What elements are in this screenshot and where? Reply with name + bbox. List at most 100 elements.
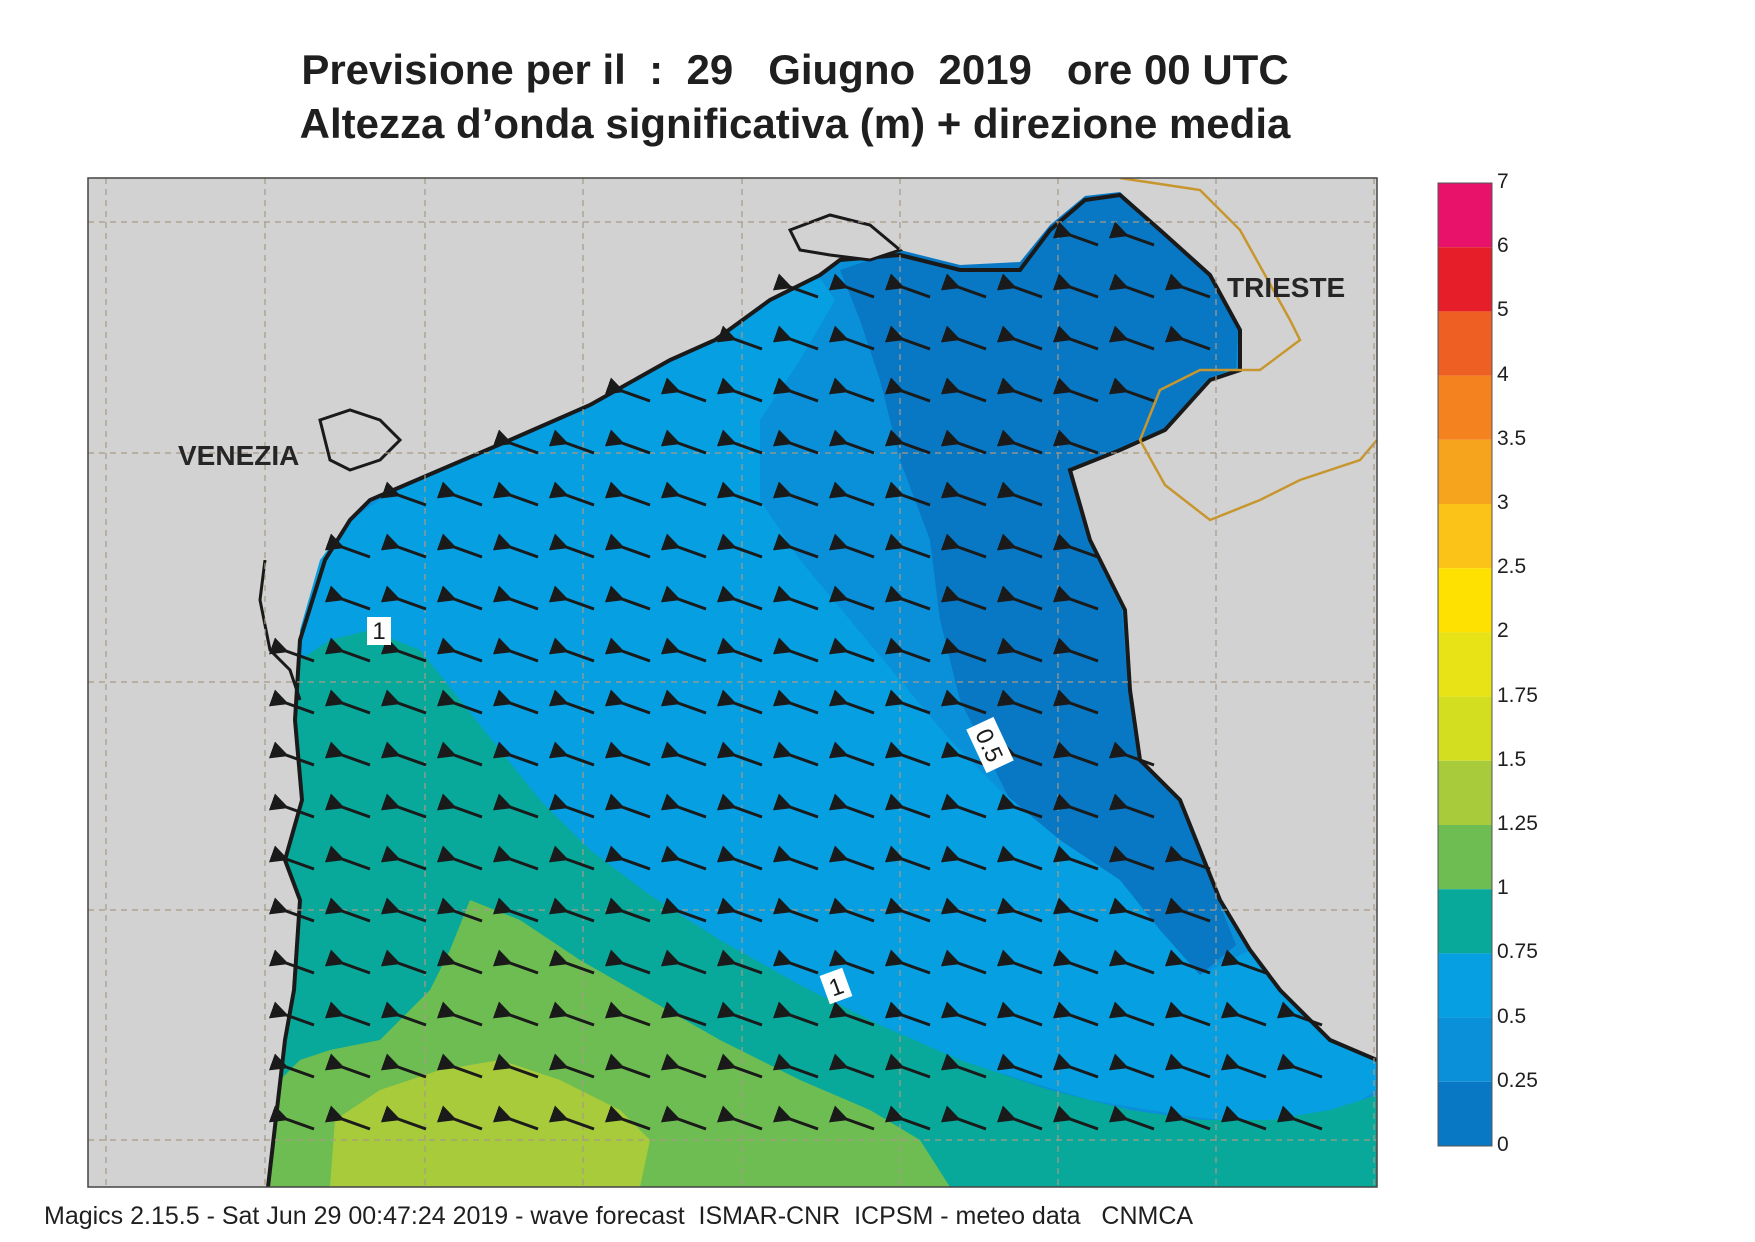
wave-arrow — [604, 377, 651, 403]
wave-arrow — [1108, 1105, 1155, 1131]
wave-arrow — [1052, 689, 1099, 715]
wave-arrow — [268, 897, 315, 923]
wave-arrow — [1220, 1105, 1267, 1131]
wave-arrow — [436, 741, 483, 767]
wave-arrow — [940, 429, 987, 455]
wave-arrow — [1276, 1105, 1323, 1131]
wave-arrow — [324, 585, 371, 611]
wave-arrow — [828, 377, 875, 403]
wave-arrow — [996, 1105, 1043, 1131]
wave-arrow — [604, 897, 651, 923]
wave-arrow — [940, 325, 987, 351]
legend-tick-label: 2 — [1497, 619, 1509, 643]
wave-arrow — [716, 637, 763, 663]
wave-arrow — [660, 793, 707, 819]
wave-arrow — [324, 637, 371, 663]
wave-arrow — [268, 1001, 315, 1027]
wave-arrow — [1164, 1001, 1211, 1027]
wave-arrow — [772, 897, 819, 923]
wave-arrow — [996, 325, 1043, 351]
wave-arrow — [492, 429, 539, 455]
wave-arrow — [492, 481, 539, 507]
wave-arrow — [1052, 1053, 1099, 1079]
wave-arrow — [1052, 949, 1099, 975]
wave-arrow — [604, 1001, 651, 1027]
lagoon-islands — [258, 213, 904, 701]
place-label-trieste: TRIESTE — [1227, 272, 1346, 303]
contour-label-1-mid: 1 — [819, 967, 853, 1005]
wave-arrow — [772, 1053, 819, 1079]
wave-arrow — [380, 637, 427, 663]
wave-arrow — [1108, 793, 1155, 819]
wave-arrow — [548, 949, 595, 975]
wave-arrow — [1108, 1001, 1155, 1027]
wave-arrow — [380, 585, 427, 611]
wave-arrow — [1108, 845, 1155, 871]
wave-arrow — [940, 689, 987, 715]
wave-arrow — [1052, 325, 1099, 351]
legend-tick-label: 3 — [1497, 491, 1509, 514]
legend-tick-label: 1.25 — [1497, 812, 1538, 835]
wave-arrow — [716, 689, 763, 715]
wave-arrow — [660, 1053, 707, 1079]
wave-arrow — [548, 793, 595, 819]
legend-swatch — [1438, 247, 1492, 312]
wave-arrow — [604, 793, 651, 819]
wave-arrow — [436, 793, 483, 819]
sea-zone-0-25 — [840, 192, 1238, 975]
wave-arrow — [436, 533, 483, 559]
wave-arrow — [772, 585, 819, 611]
legend-tick-label: 4 — [1497, 362, 1509, 386]
wave-arrow — [772, 637, 819, 663]
legend-colorbar — [1437, 182, 1493, 1147]
wave-arrow — [828, 793, 875, 819]
wave-arrow — [1052, 221, 1099, 247]
wave-arrow — [268, 949, 315, 975]
wave-arrow — [324, 793, 371, 819]
wave-arrow — [884, 1105, 931, 1131]
wave-arrow — [1108, 221, 1155, 247]
wave-arrow — [492, 1053, 539, 1079]
wave-arrow — [1052, 793, 1099, 819]
wave-arrow — [884, 793, 931, 819]
legend-tick-label: 6 — [1497, 234, 1509, 258]
wave-arrow — [716, 741, 763, 767]
wave-arrow — [1220, 949, 1267, 975]
wave-arrow — [1108, 741, 1155, 767]
wave-arrow — [940, 845, 987, 871]
wave-arrow — [604, 1053, 651, 1079]
legend-swatch — [1438, 568, 1492, 633]
wave-arrow — [660, 429, 707, 455]
wave-arrow — [548, 1053, 595, 1079]
wave-arrow — [604, 949, 651, 975]
wave-arrow — [1164, 273, 1211, 299]
wave-arrow — [548, 585, 595, 611]
wave-arrow — [380, 533, 427, 559]
wave-arrow — [940, 1053, 987, 1079]
wave-arrow — [660, 533, 707, 559]
wave-arrow — [828, 1105, 875, 1131]
wave-arrow — [1052, 897, 1099, 923]
legend-swatch — [1438, 311, 1492, 376]
wave-arrow — [772, 325, 819, 351]
wave-arrow — [436, 1053, 483, 1079]
wave-arrow — [324, 533, 371, 559]
wave-arrow — [324, 741, 371, 767]
wave-arrow — [996, 741, 1043, 767]
wave-arrow — [716, 533, 763, 559]
wave-arrow — [996, 533, 1043, 559]
wave-arrow — [324, 845, 371, 871]
wave-arrow — [604, 741, 651, 767]
wave-arrow — [828, 689, 875, 715]
country-border — [1119, 178, 1377, 522]
wave-arrow — [884, 273, 931, 299]
legend-tick-label: 0 — [1497, 1133, 1509, 1156]
wave-arrow — [548, 689, 595, 715]
coastline — [266, 192, 1377, 1187]
wave-arrow — [660, 481, 707, 507]
wave-arrow — [716, 949, 763, 975]
wave-arrow — [716, 1105, 763, 1131]
legend-tick-label: 0.75 — [1497, 940, 1538, 964]
wave-arrow — [268, 845, 315, 871]
wave-arrow — [380, 949, 427, 975]
